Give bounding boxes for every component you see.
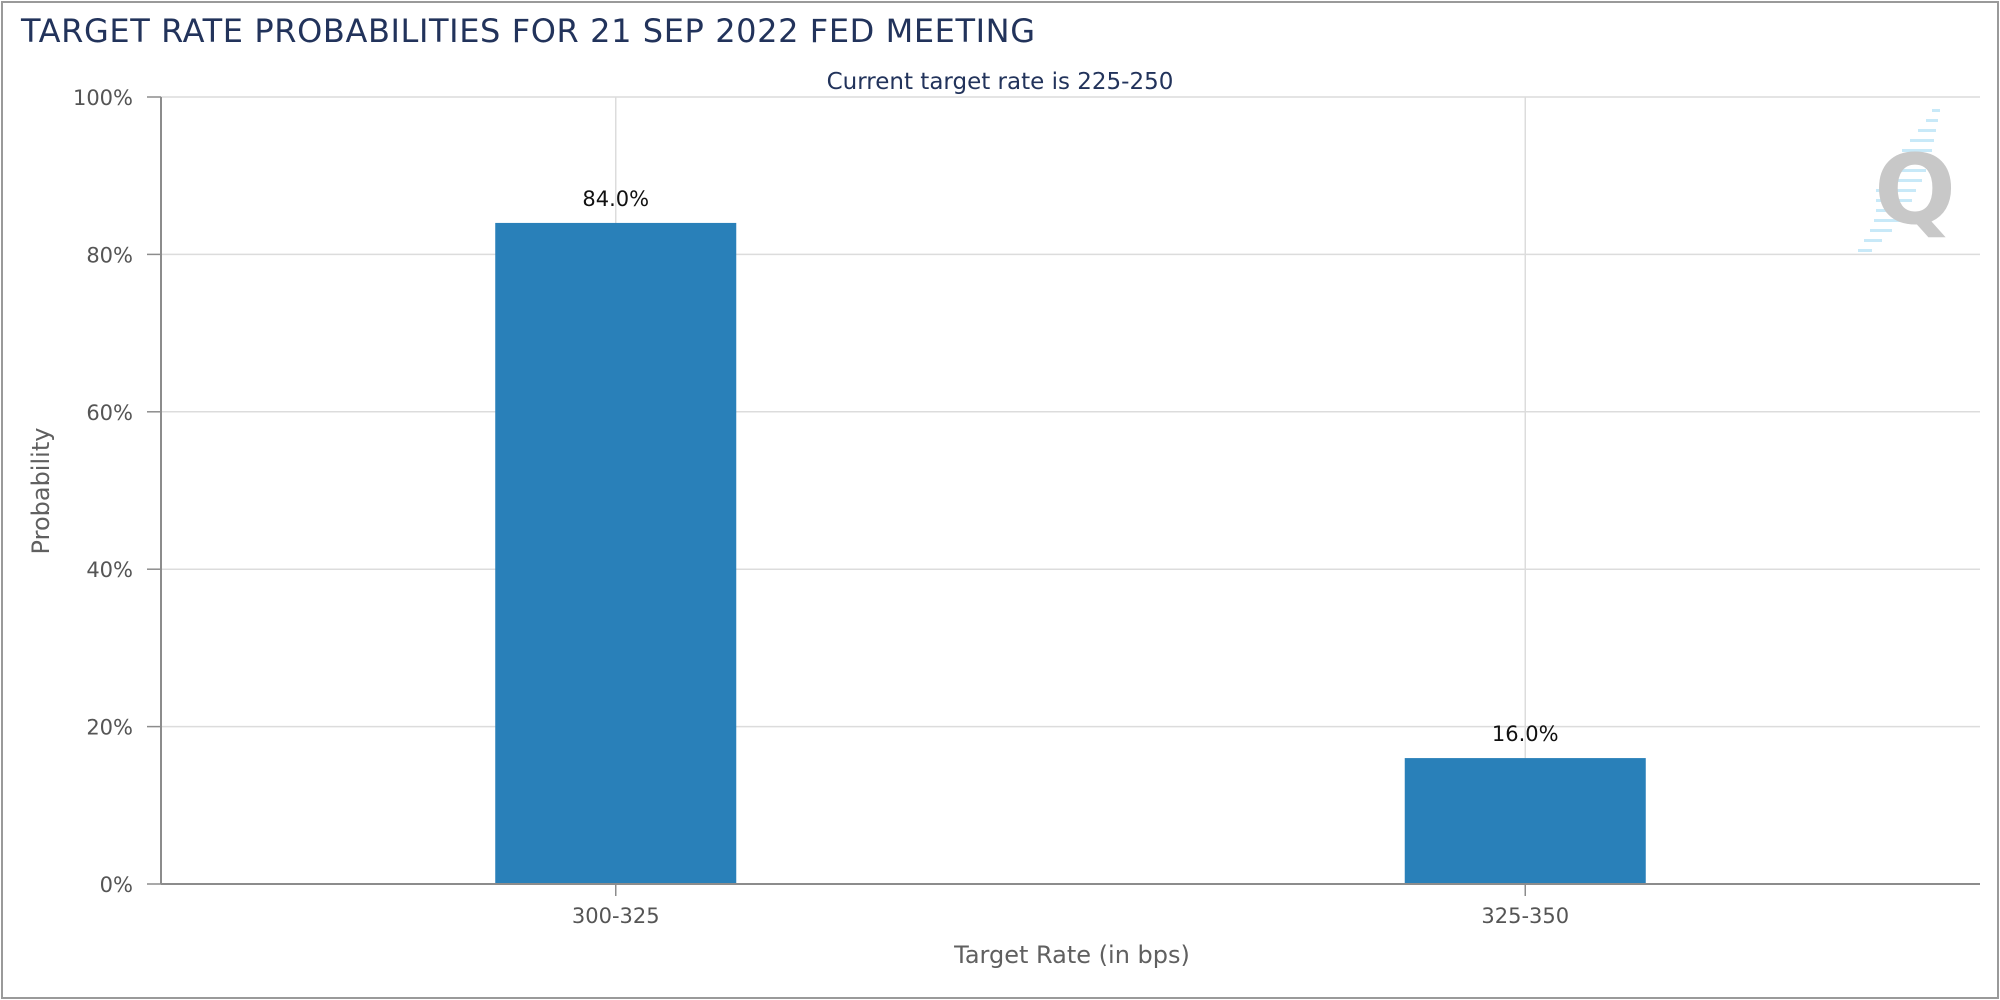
bar	[495, 222, 737, 885]
x-axis-label: Target Rate (in bps)	[953, 941, 1190, 969]
quikstrike-q-logo-icon: Q	[1858, 109, 1956, 252]
bar-layer: 84.0% 16.0%	[495, 187, 1646, 885]
bar-data-label: 84.0%	[582, 187, 649, 211]
y-tick-label: 80%	[86, 243, 133, 267]
x-tick-label: 325-350	[1481, 904, 1569, 928]
y-tick-label: 20%	[86, 716, 133, 740]
axis-layer: 0% 20% 40% 60% 80% 100% 300-325 325-350	[73, 86, 1980, 928]
chart-title: TARGET RATE PROBABILITIES FOR 21 SEP 202…	[21, 12, 1036, 50]
y-tick-label: 60%	[86, 401, 133, 425]
grid-layer	[161, 96, 1980, 884]
y-axis-label: Probability	[27, 428, 55, 555]
y-tick-label: 100%	[73, 86, 133, 110]
x-tick-label: 300-325	[572, 904, 660, 928]
watermark-letter: Q	[1874, 134, 1956, 246]
chart-subtitle: Current target rate is 225-250	[827, 69, 1174, 95]
y-tick-label: 40%	[86, 558, 133, 582]
bar-data-label: 16.0%	[1492, 722, 1559, 746]
y-tick-label: 0%	[100, 873, 133, 897]
bar	[1404, 758, 1646, 884]
